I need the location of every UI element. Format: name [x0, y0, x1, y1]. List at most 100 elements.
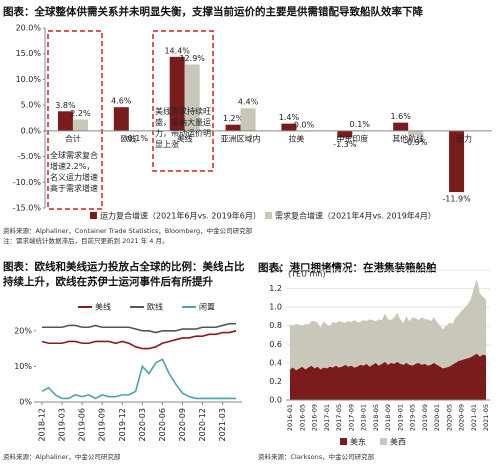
legend-swatch [90, 212, 97, 219]
x-tick-label: 拉美 [288, 133, 304, 143]
x-tick-label: 2020-06 [158, 408, 167, 441]
value-label: 0.0% [294, 120, 315, 129]
bar [449, 130, 465, 193]
note: 注：需求端统计数据滞后，目前只更新到 2021 年 4 月。 [3, 236, 168, 245]
bar [337, 130, 353, 138]
legend-label: 美西 [390, 437, 406, 447]
y-tick-label: 1.4 [269, 266, 282, 275]
x-tick-label: 2016-05 [298, 404, 306, 431]
value-label: 1.2% [223, 114, 244, 123]
value-label: 1.4% [279, 113, 300, 122]
x-tick-label: 2018-09 [384, 404, 392, 431]
legend-swatch [265, 212, 272, 219]
x-tick-label: 美线 [177, 133, 193, 143]
value-label: 12.9% [179, 54, 205, 63]
value-label: 1.6% [391, 112, 412, 121]
x-tick-label: 2018-05 [372, 404, 380, 431]
bar [240, 108, 256, 131]
highlight-box [47, 30, 103, 210]
y-tick-label: 20.0% [16, 24, 42, 33]
y-tick-label: 1.2 [269, 284, 282, 293]
y-tick-label: 1.0 [269, 303, 282, 312]
y-tick-label: 0.2 [269, 377, 282, 386]
series-line [41, 358, 236, 400]
value-label: -0.1% [125, 134, 149, 143]
x-tick-label: 中东印度 [336, 133, 368, 143]
annotation-box: 全球需求复合增速2.2%，名义运力增速高于需求增速 [50, 151, 98, 193]
y-tick-label: 10% [14, 362, 32, 371]
annotation: 美线需求持续旺盛，吸纳大量运力，带动运价明显上涨 [155, 107, 211, 149]
y-tick-label: 5.0% [21, 101, 42, 110]
bar [169, 56, 185, 131]
legend-swatch [380, 438, 387, 445]
y-tick-label: 0.8 [269, 321, 282, 330]
bar [225, 124, 241, 131]
y-tick-label: -5.0% [18, 152, 42, 161]
x-tick-label: 2021-03 [218, 408, 227, 441]
x-tick-label: 2017-05 [335, 404, 343, 431]
y-tick-label: 0.0% [21, 126, 42, 135]
y-tick-label: 0.6 [269, 340, 282, 349]
value-label: -0.9% [404, 138, 428, 147]
annotation-box: 美线需求持续旺盛，吸纳大量运力，带动运价明显上涨 [155, 107, 211, 149]
x-tick-label: 2017-09 [347, 404, 355, 431]
series-area [290, 279, 486, 371]
legend-label: 闲置 [199, 303, 215, 312]
y-tick-label: 0.4 [269, 358, 282, 367]
bar [184, 64, 200, 131]
x-tick-label: 2020-03 [138, 408, 147, 441]
legend-label: 运力复合增速（2021年6月vs. 2019年6月） [100, 211, 261, 221]
x-tick-label: 2019-06 [78, 408, 87, 441]
x-tick-label: 2019-09 [421, 404, 429, 431]
x-tick-label: 2021-05 [482, 404, 490, 431]
annotation: 全球需求复合增速2.2%，名义运力增速高于需求增速 [50, 151, 98, 193]
y-tick-label: 15.0% [16, 49, 42, 58]
value-label: 4.4% [238, 98, 259, 107]
x-tick-label: 亚洲区域内 [221, 133, 261, 143]
value-label: -1.3% [333, 140, 357, 149]
value-label: 4.6% [111, 97, 132, 106]
value-label: -11.9% [442, 195, 471, 204]
x-tick-label: 2021-01 [470, 404, 478, 431]
legend-label: 美线 [95, 302, 111, 312]
bar [72, 119, 88, 131]
x-tick-label: 2020-09 [178, 408, 187, 441]
highlight-box [152, 30, 214, 172]
legend-label: 美东 [350, 437, 366, 447]
x-tick-label: 2019-09 [98, 408, 107, 441]
y-tick-label: 0% [19, 398, 32, 407]
x-tick-label: 2019-03 [58, 408, 67, 441]
x-tick-label: 2019-12 [118, 408, 127, 441]
x-tick-label: 2017-01 [323, 404, 331, 431]
value-label: 3.8% [55, 101, 76, 110]
x-tick-label: 2018-12 [38, 408, 47, 441]
y-tick-label: 0.0 [269, 396, 282, 405]
series-line [41, 330, 237, 350]
source: 资料来源：Alphaliner，中金公司研究部 [3, 452, 121, 461]
x-tick-label: 2018-01 [360, 404, 368, 431]
y-tick-label: 10.0% [16, 75, 42, 84]
value-label: 2.2% [70, 109, 91, 118]
x-tick-label: 2020-05 [445, 404, 453, 431]
source: 资料来源：Alphaliner，Container Trade Statisti… [3, 226, 253, 235]
legend-label: 需求复合增速（2021年4月vs. 2019年4月） [275, 211, 436, 221]
legend-label: 欧线 [147, 302, 163, 312]
series-line [42, 322, 236, 334]
legend-swatch [340, 438, 347, 445]
value-label: 14.4% [164, 46, 190, 55]
x-tick-label: 合计 [65, 133, 81, 143]
x-tick-label: 欧线 [121, 133, 137, 143]
x-tick-label: 2020-09 [458, 404, 466, 431]
y-tick-label: -15.0% [13, 204, 42, 213]
y-tick-label: 20% [14, 326, 32, 335]
y-axis-label: (TEU mn) [288, 270, 325, 279]
x-tick-label: 2016-09 [311, 404, 319, 431]
chart-title-box: 图表：欧线和美线运力投放占全球的比例：美线占比持续上升，欧线在苏伊士运河事件后有… [3, 261, 245, 288]
value-label: 0.1% [350, 120, 371, 129]
x-tick-label: 其他航线 [392, 133, 424, 143]
bar [57, 111, 73, 131]
bar [408, 130, 424, 136]
x-tick-label: 2020-01 [433, 404, 441, 431]
y-tick-label: -10.0% [13, 178, 42, 187]
